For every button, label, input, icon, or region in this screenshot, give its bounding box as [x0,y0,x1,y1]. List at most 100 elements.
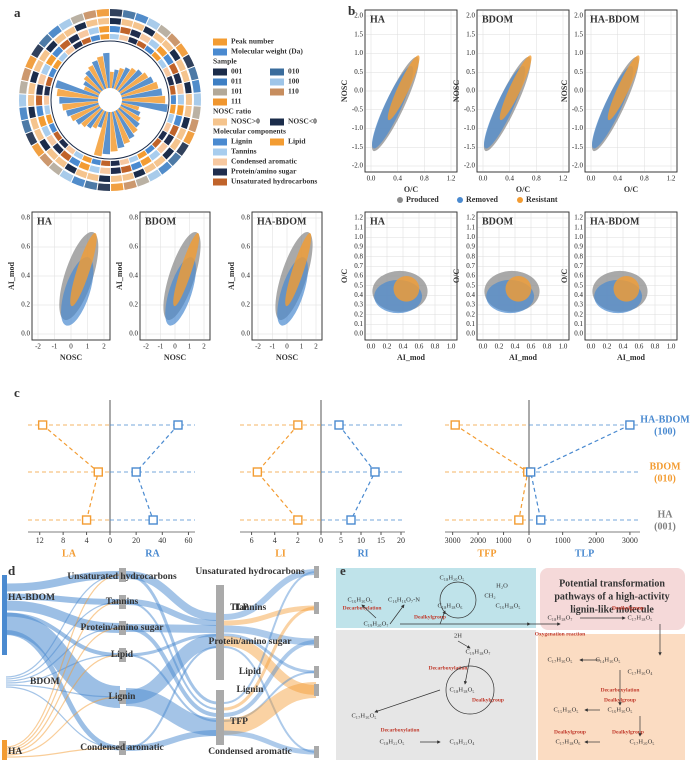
formula: C₁₇H₂₀O₅ [629,738,654,745]
ring-comp [69,156,81,167]
ring-comp2 [151,51,162,62]
x-tick-label: 0.0 [587,175,596,183]
ring-comp2 [72,40,83,50]
plot-frame [476,9,570,173]
y-tick-label: 0.2 [466,310,475,318]
y-tick-label: 0.9 [466,243,475,251]
formula: C₁₈H₁₈O₆ [437,602,462,609]
node [119,595,126,609]
group-code: (010) [654,473,676,484]
legend-swatch [213,178,227,186]
ring-comp [140,156,152,167]
ring-comp2 [127,36,138,45]
ring-sample [157,24,172,38]
ring-nosc [132,21,145,32]
ring-sample [83,10,97,20]
y-tick-label: 1.2 [466,214,475,222]
ring-sample [39,153,53,167]
y-axis-label: NOSC [452,80,461,102]
ring-comp2 [163,122,172,133]
ring-comp2 [45,76,53,87]
point-cloud [499,55,532,121]
x-tick-label: 1 [300,343,304,351]
x-tick-label: 0.6 [635,343,644,351]
ring-comp2 [157,58,167,69]
axis-label: TFP [478,548,497,559]
y-tick-label: 0.5 [574,281,583,289]
radial-bar [96,56,109,89]
flow [5,747,121,758]
ring-comp [176,105,184,116]
flow [223,633,317,674]
formula: C₁₇H₁₈O₆ [555,738,580,745]
radial-bar [83,86,100,96]
flow [5,600,121,633]
x-tick-label: 15 [377,536,385,545]
connector [529,424,631,521]
component-label: Condensed aromatic [80,743,163,753]
flow [5,574,121,748]
formula: H₂O [496,582,508,589]
group-code: (100) [654,426,676,437]
component-label: Unsaturated hydrocarbons [67,572,177,582]
y-tick-label: 1.0 [466,49,475,57]
flow [5,696,121,756]
center [99,89,121,111]
x-tick-label: 0.0 [587,343,596,351]
x-axis-label: AI_mod [617,353,646,362]
ring-sample [188,66,199,81]
y-tick-label: 1.5 [466,30,475,38]
legend-label: 101 [231,87,243,96]
output-label: Tannins [234,603,267,613]
radial-bar [102,111,110,155]
radial-bar [121,88,163,99]
ring-comp [156,142,168,154]
point [334,420,344,430]
ring-sample [71,176,86,187]
box-title [540,568,685,630]
y-tick-label: 1.1 [466,223,475,231]
x-tick-label: 0 [108,536,112,545]
legend-label: Molecular weight (Da) [231,47,303,56]
x-tick-label: 0 [527,536,531,545]
x-tick-label: -2 [255,343,261,351]
arrow [374,689,441,713]
group-label: HA [658,509,674,520]
plot-title: HA-BDOM [590,14,640,25]
formula: C₁₇H₁₆O₄ [627,668,653,675]
legend-swatch [270,118,284,126]
ring-comp [163,134,175,146]
x-tick-label: -1 [52,343,58,351]
flow [5,686,121,749]
ring-sample [123,180,137,190]
radial-bar [65,102,99,117]
y-tick-label: -0.5 [572,105,584,113]
y-tick-label: 0.2 [241,301,250,309]
legend-title: Molecular components [213,127,286,136]
flow [223,682,317,735]
ring-comp [46,134,57,147]
flow [125,646,219,749]
ring-sample [191,79,201,93]
axis-label: LI [275,548,286,559]
y-tick-label: 1.5 [574,30,583,38]
formula: C₁₇H₁₆O₅ [547,656,572,663]
ring-comp2 [91,158,101,166]
arrow [457,640,471,649]
y-tick-label: 0.7 [466,262,475,270]
ring-sample [158,161,172,175]
x-tick-label: 0.2 [383,343,392,351]
legend-label: Unsaturated hydrocarbons [231,177,317,186]
radial-bar [116,67,137,92]
point [293,515,303,525]
x-tick-label: 0.4 [619,343,628,351]
ring-nosc [75,168,88,179]
point-cloud [393,276,420,302]
legend-label: NOSC<0 [288,117,317,126]
legend-title: NOSC ratio [213,107,251,116]
flow [223,640,317,717]
ring-nosc [185,93,192,106]
ring-nosc [27,94,35,107]
output-label: Unsaturated hydrocarbons [195,567,305,577]
radial-bar [113,67,125,90]
